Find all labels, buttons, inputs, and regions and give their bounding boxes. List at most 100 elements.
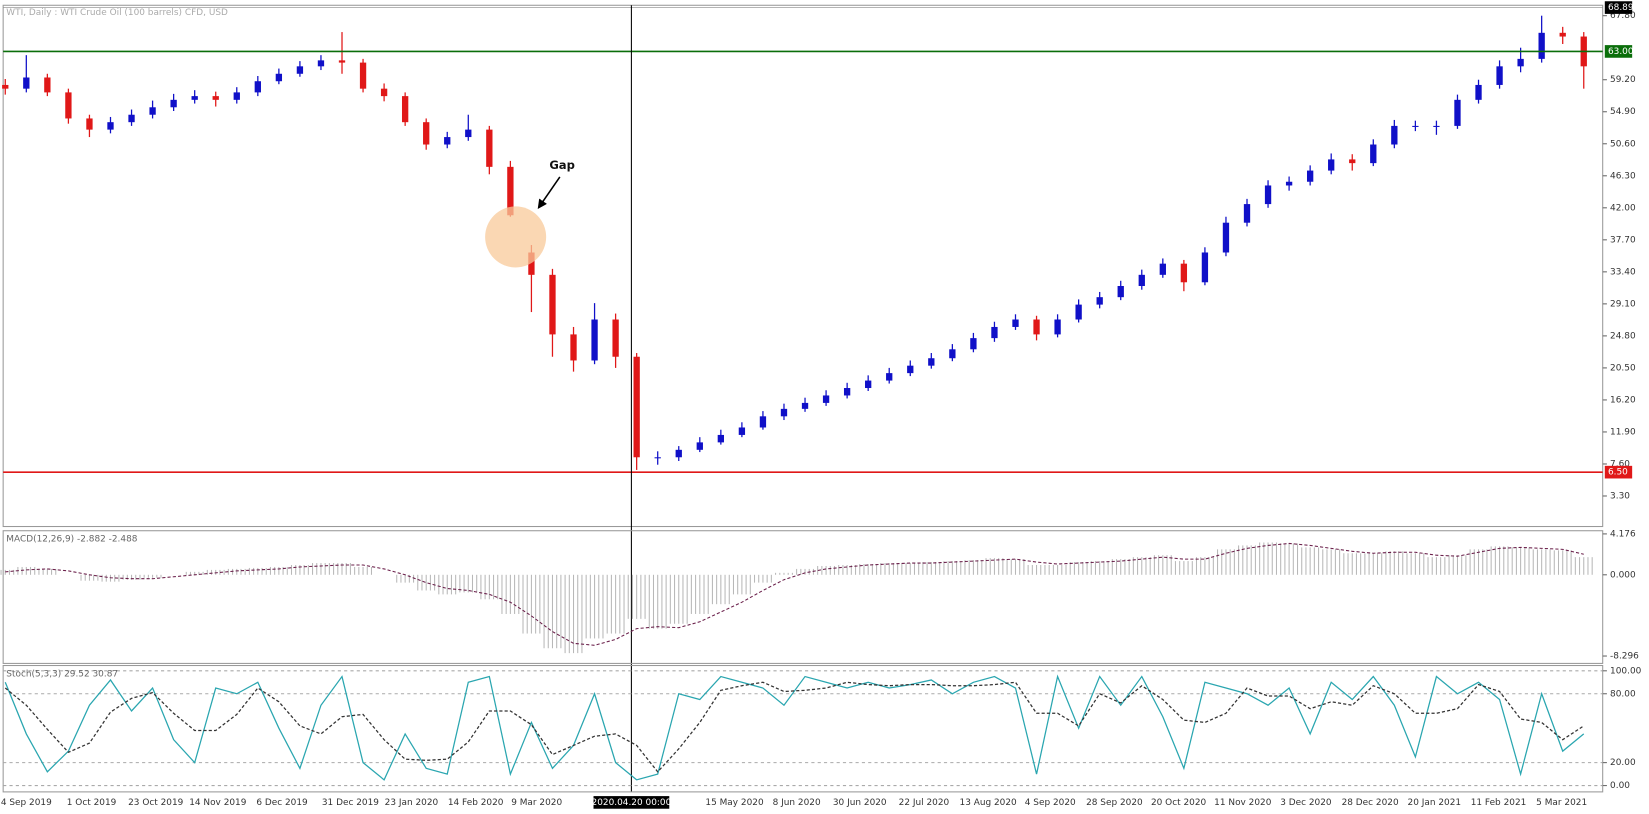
candle-body: [1222, 222, 1230, 253]
candle-body: [928, 358, 935, 366]
x-tick-label: 11 Feb 2021: [1471, 798, 1527, 808]
y-tick-label: 24.80: [1610, 331, 1636, 341]
candle-body: [149, 107, 156, 115]
candle-body: [549, 274, 556, 335]
stoch-line: [4, 681, 1585, 773]
candle-body: [23, 77, 30, 89]
candle-body: [1559, 32, 1566, 37]
candle-body: [949, 349, 956, 359]
candle-body: [1264, 185, 1272, 205]
x-tick-label: 20 Oct 2020: [1151, 798, 1207, 808]
y-tick-label: 0.000: [1610, 570, 1636, 580]
x-tick-label: 3 Dec 2020: [1280, 798, 1332, 808]
pane-title: Stoch(5,3,3) 29.52 30.87: [6, 669, 118, 679]
y-tick-label: 29.10: [1610, 299, 1636, 309]
candle-body: [1433, 125, 1440, 127]
candle-body: [1138, 274, 1145, 286]
candle-body: [843, 388, 851, 396]
gap-annotation: Gap: [549, 158, 575, 172]
candle-body: [865, 380, 872, 389]
x-tick-label: 28 Sep 2020: [1086, 798, 1143, 808]
y-tick-label: 100.00: [1610, 666, 1642, 676]
candle-body: [886, 373, 893, 381]
candle-body: [1328, 159, 1335, 171]
x-tick-label: 28 Dec 2020: [1342, 798, 1399, 808]
x-tick-label: 6 Dec 2019: [256, 798, 308, 808]
level-label: 6.50: [1608, 468, 1628, 478]
x-tick-label: 4 Sep 2020: [1025, 798, 1076, 808]
x-tick-label: 4 Sep 2019: [1, 798, 52, 808]
y-tick-label: 4.176: [1610, 529, 1636, 539]
candle-body: [1201, 252, 1209, 283]
candle-body: [275, 73, 283, 82]
candle-body: [128, 114, 135, 123]
candle-body: [507, 166, 514, 216]
x-tick-label: 30 Jun 2020: [833, 798, 887, 808]
candle-body: [1391, 125, 1398, 145]
x-tick-label: 31 Dec 2019: [322, 798, 379, 808]
crosshair-label: 2020.04.20 00:00: [592, 798, 672, 808]
candle-body: [170, 99, 177, 108]
y-tick-label: 42.00: [1610, 203, 1636, 213]
y-tick-label: -8.296: [1610, 652, 1639, 662]
candle-body: [1075, 304, 1082, 320]
y-tick-label: 54.90: [1610, 107, 1636, 117]
candle-body: [970, 338, 977, 350]
candle-body: [1517, 58, 1524, 67]
candle-body: [401, 96, 409, 123]
candle-body: [1370, 144, 1377, 164]
crosshair-label-box: [593, 796, 670, 809]
candle-body: [612, 319, 619, 357]
x-tick-label: 23 Oct 2019: [128, 798, 184, 808]
candle-body: [423, 122, 430, 145]
candle-body: [444, 137, 451, 145]
candle-body: [1159, 263, 1166, 275]
pane-frame: [2, 4, 1604, 528]
candle-body: [296, 66, 304, 74]
last-price-label: 68.89: [1608, 3, 1634, 13]
candle-body: [338, 60, 346, 63]
pane-title: MACD(12,26,9) -2.882 -2.488: [6, 535, 137, 545]
candle-body: [528, 252, 535, 275]
candle-body: [1475, 84, 1482, 100]
y-tick-label: 67.80: [1610, 11, 1636, 21]
candle-body: [907, 365, 914, 374]
candle-body: [380, 88, 388, 97]
candle-body: [759, 416, 767, 428]
candle-body: [1496, 66, 1503, 85]
pane-frame: [2, 530, 1604, 664]
y-tick-label: 7.60: [1610, 459, 1630, 469]
candle-body: [254, 81, 261, 93]
x-tick-label: 5 Mar 2021: [1536, 798, 1587, 808]
stoch-line: [4, 674, 1585, 781]
x-tick-label: 14 Feb 2020: [448, 798, 504, 808]
last-price-box: [1604, 1, 1633, 14]
level-label: 63.00: [1608, 47, 1634, 57]
candle-body: [570, 334, 577, 361]
candle-body: [991, 326, 998, 339]
y-tick-label: 37.70: [1610, 235, 1636, 245]
candle-body: [1117, 285, 1124, 298]
x-tick-label: 23 Jan 2020: [385, 798, 439, 808]
candle-body: [2, 84, 9, 89]
x-tick-label: 1 Oct 2019: [67, 798, 117, 808]
candle-body: [1054, 319, 1061, 335]
y-tick-label: 16.20: [1610, 395, 1636, 405]
candle-body: [696, 442, 703, 450]
candle-body: [317, 60, 325, 67]
level-label-box: [1604, 45, 1633, 58]
y-tick-label: 3.30: [1610, 491, 1630, 501]
candle-body: [1454, 99, 1461, 126]
candle-body: [107, 122, 114, 130]
candle-body: [675, 449, 682, 458]
y-tick-label: 11.90: [1610, 427, 1636, 437]
level-label-box: [1604, 465, 1633, 479]
candle-body: [1033, 319, 1040, 335]
candle-body: [486, 129, 493, 167]
y-tick-label: 50.60: [1610, 139, 1636, 149]
candle-body: [1349, 159, 1356, 164]
macd-signal: [5, 542, 1584, 646]
y-tick-label: 46.30: [1610, 171, 1636, 181]
